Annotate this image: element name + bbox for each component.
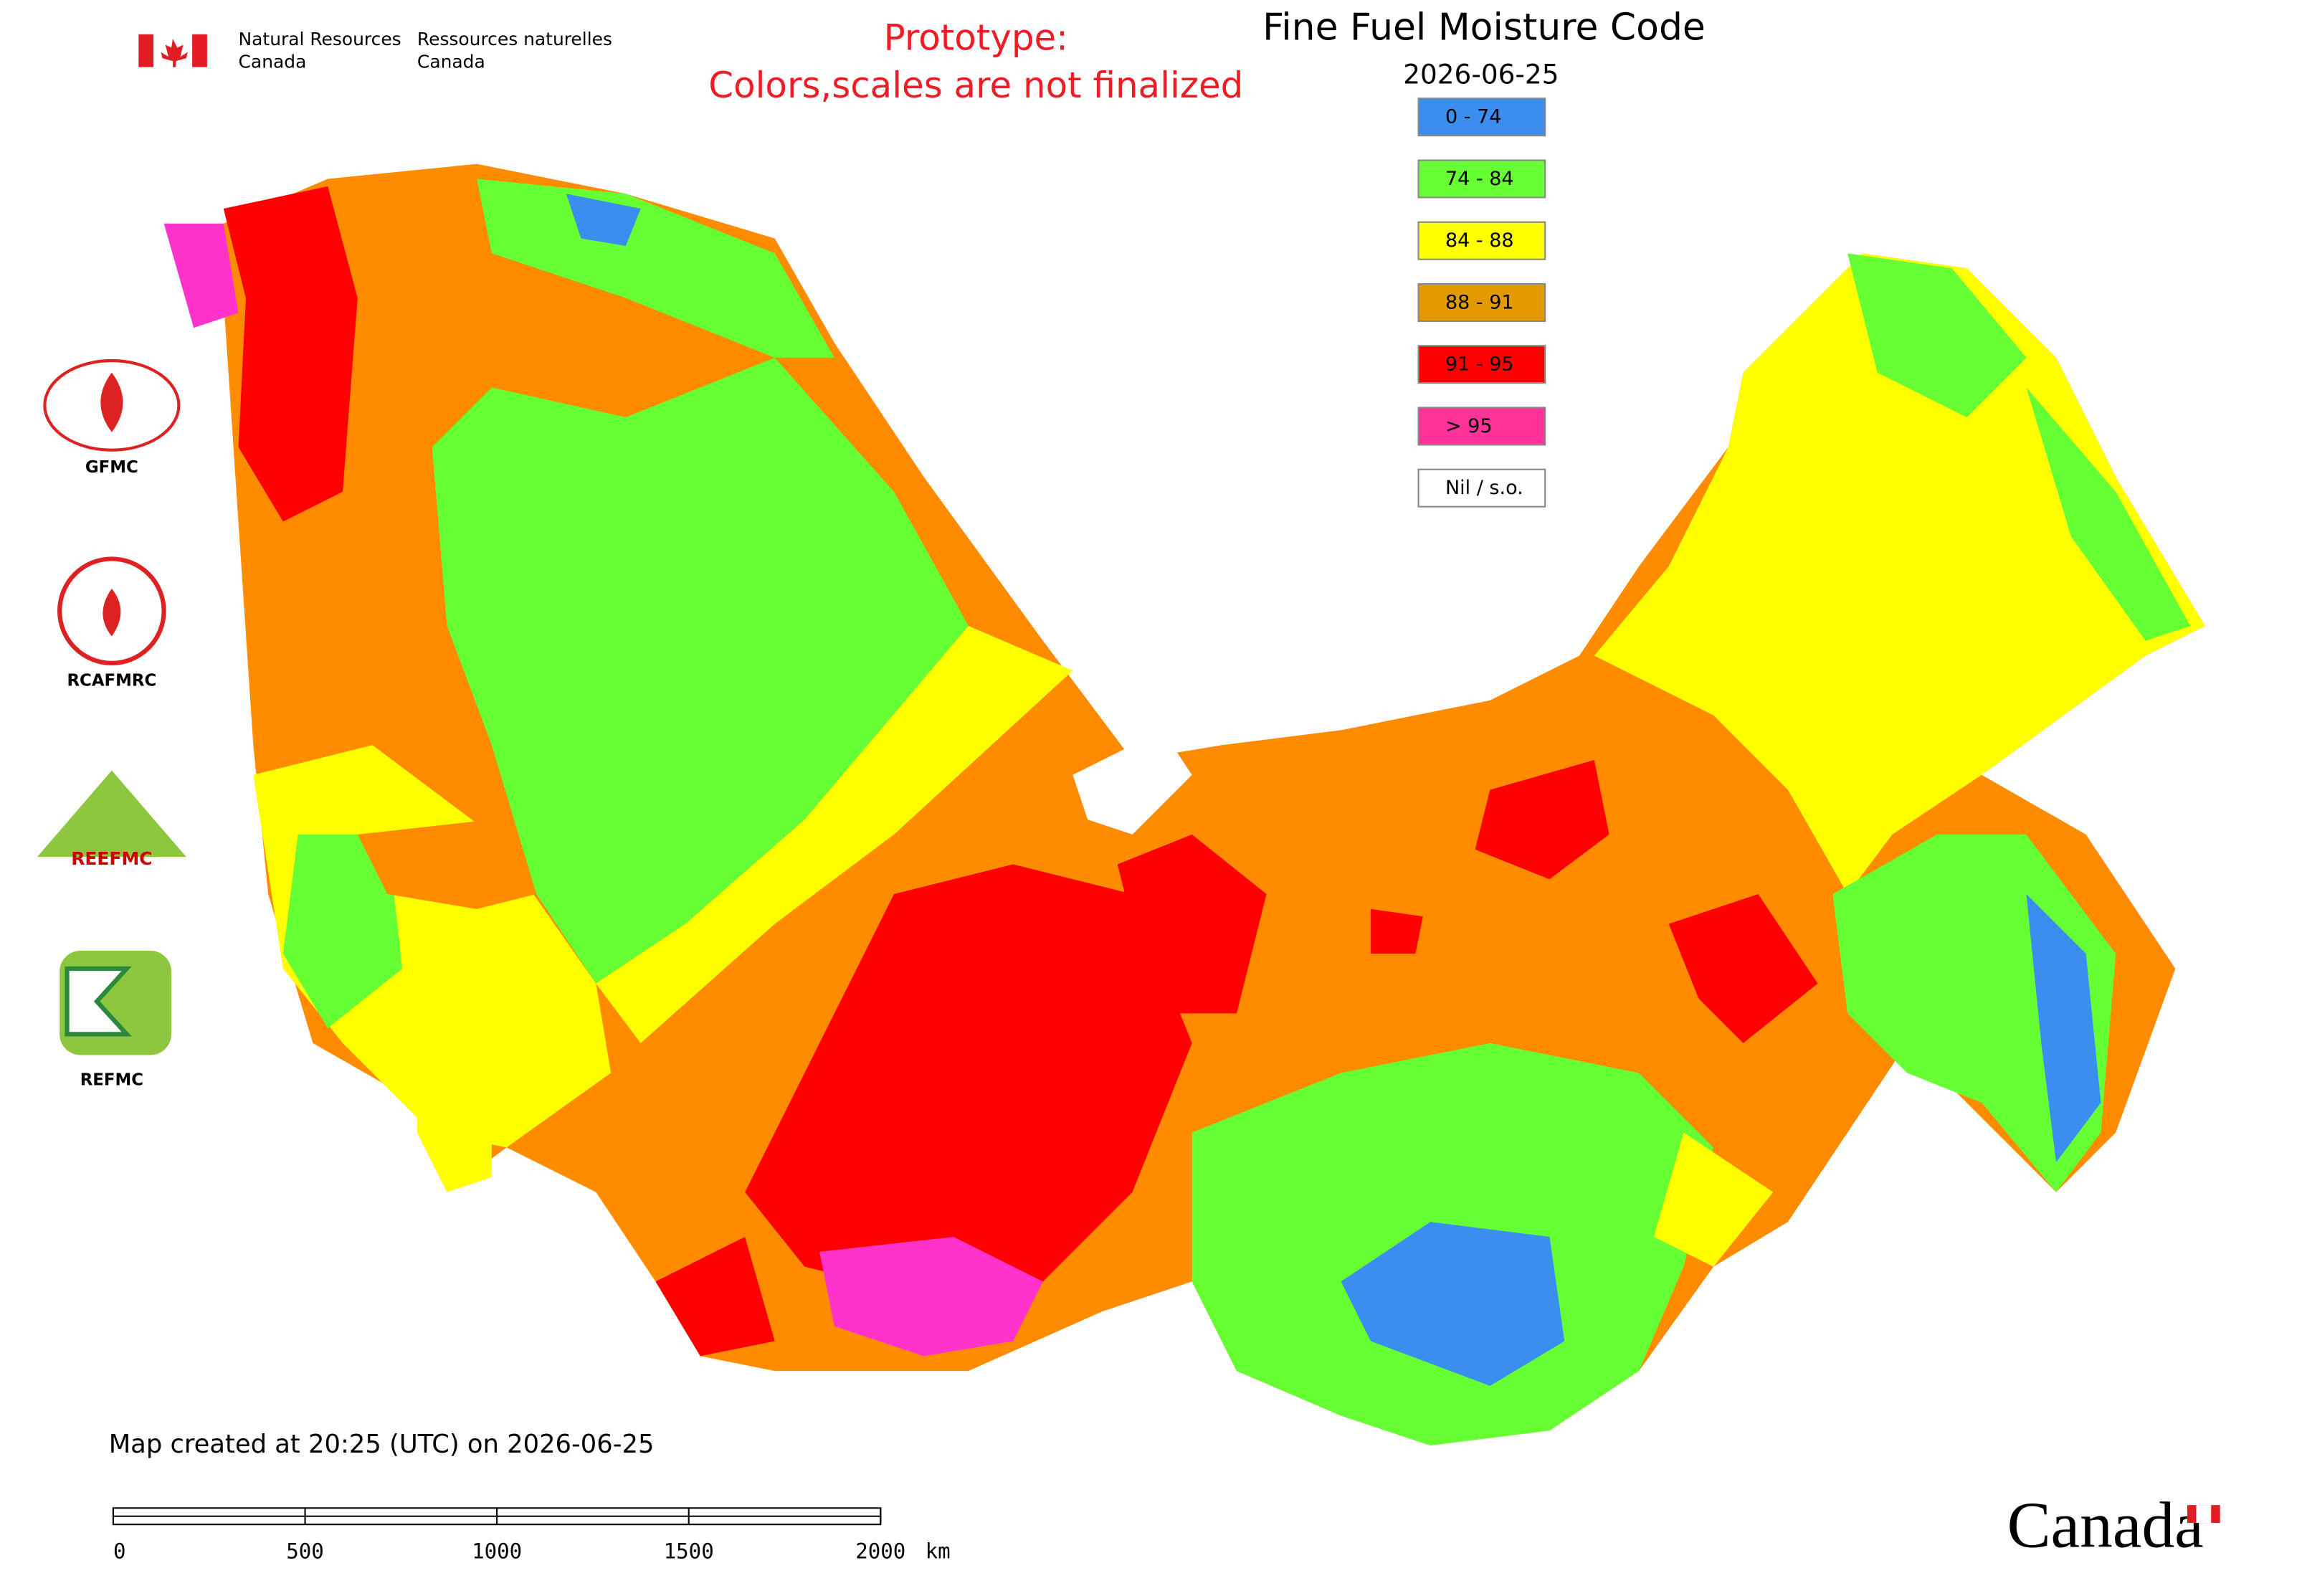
- dept-en-1: Natural Resources: [239, 29, 401, 49]
- legend-label: 74 - 84: [1445, 168, 1514, 190]
- legend-swatch: [1417, 282, 1546, 322]
- scale-label: 1000: [472, 1539, 522, 1564]
- legend-label: 91 - 95: [1445, 353, 1514, 376]
- dept-fr-1: Ressources naturelles: [417, 29, 612, 49]
- map-regions: [163, 163, 2205, 1446]
- legend-swatch: [1417, 407, 1546, 446]
- partner-logos: GFMC RCAFMRC REEFMC REFMC: [37, 358, 186, 1089]
- legend-label: > 95: [1445, 415, 1493, 437]
- scale-label: 500: [286, 1539, 324, 1564]
- scale-bar: 0 500 1000 1500 2000 km: [112, 1507, 951, 1564]
- legend-label: 88 - 91: [1445, 291, 1514, 313]
- legend: 0 - 74 74 - 84 84 - 88 88 - 91 91 - 95 > 95 Ni…: [1417, 98, 1546, 508]
- logo-label: GFMC: [85, 458, 138, 477]
- legend-swatch: [1417, 468, 1546, 508]
- logo-label: REEFMC: [71, 848, 152, 869]
- logo-label: REFMC: [80, 1070, 143, 1089]
- legend-label: 84 - 88: [1445, 229, 1514, 252]
- logo-label: RCAFMRC: [67, 671, 156, 690]
- scale-label: 1500: [664, 1539, 714, 1564]
- legend-swatch: [1417, 221, 1546, 260]
- legend-swatch: [1417, 345, 1546, 384]
- legend-label: 0 - 74: [1445, 106, 1501, 128]
- scale-label: 0: [113, 1539, 126, 1564]
- legend-swatch: [1417, 159, 1546, 199]
- title: Fine Fuel Moisture Code: [1262, 6, 1706, 49]
- dept-en-2: Canada: [239, 51, 307, 72]
- notice-line-1: Prototype:: [884, 17, 1068, 59]
- notice-line-2: Colors,scales are not finalized: [708, 65, 1243, 106]
- date: 2026-06-25: [1403, 59, 1559, 90]
- legend-label: Nil / s.o.: [1445, 477, 1523, 499]
- legend-swatch: [1417, 98, 1546, 137]
- footer-note: Map created at 20:25 (UTC) on 2026-06-25: [109, 1430, 655, 1459]
- wordmark-flag: [2196, 1505, 2212, 1524]
- canada-wordmark: Canada: [2007, 1489, 2204, 1562]
- scale-label: 2000: [855, 1539, 905, 1564]
- scale-unit: km: [926, 1539, 951, 1564]
- dept-fr-2: Canada: [417, 51, 485, 72]
- nrcan-signature: Natural Resources Canada Ressources natu…: [138, 29, 612, 72]
